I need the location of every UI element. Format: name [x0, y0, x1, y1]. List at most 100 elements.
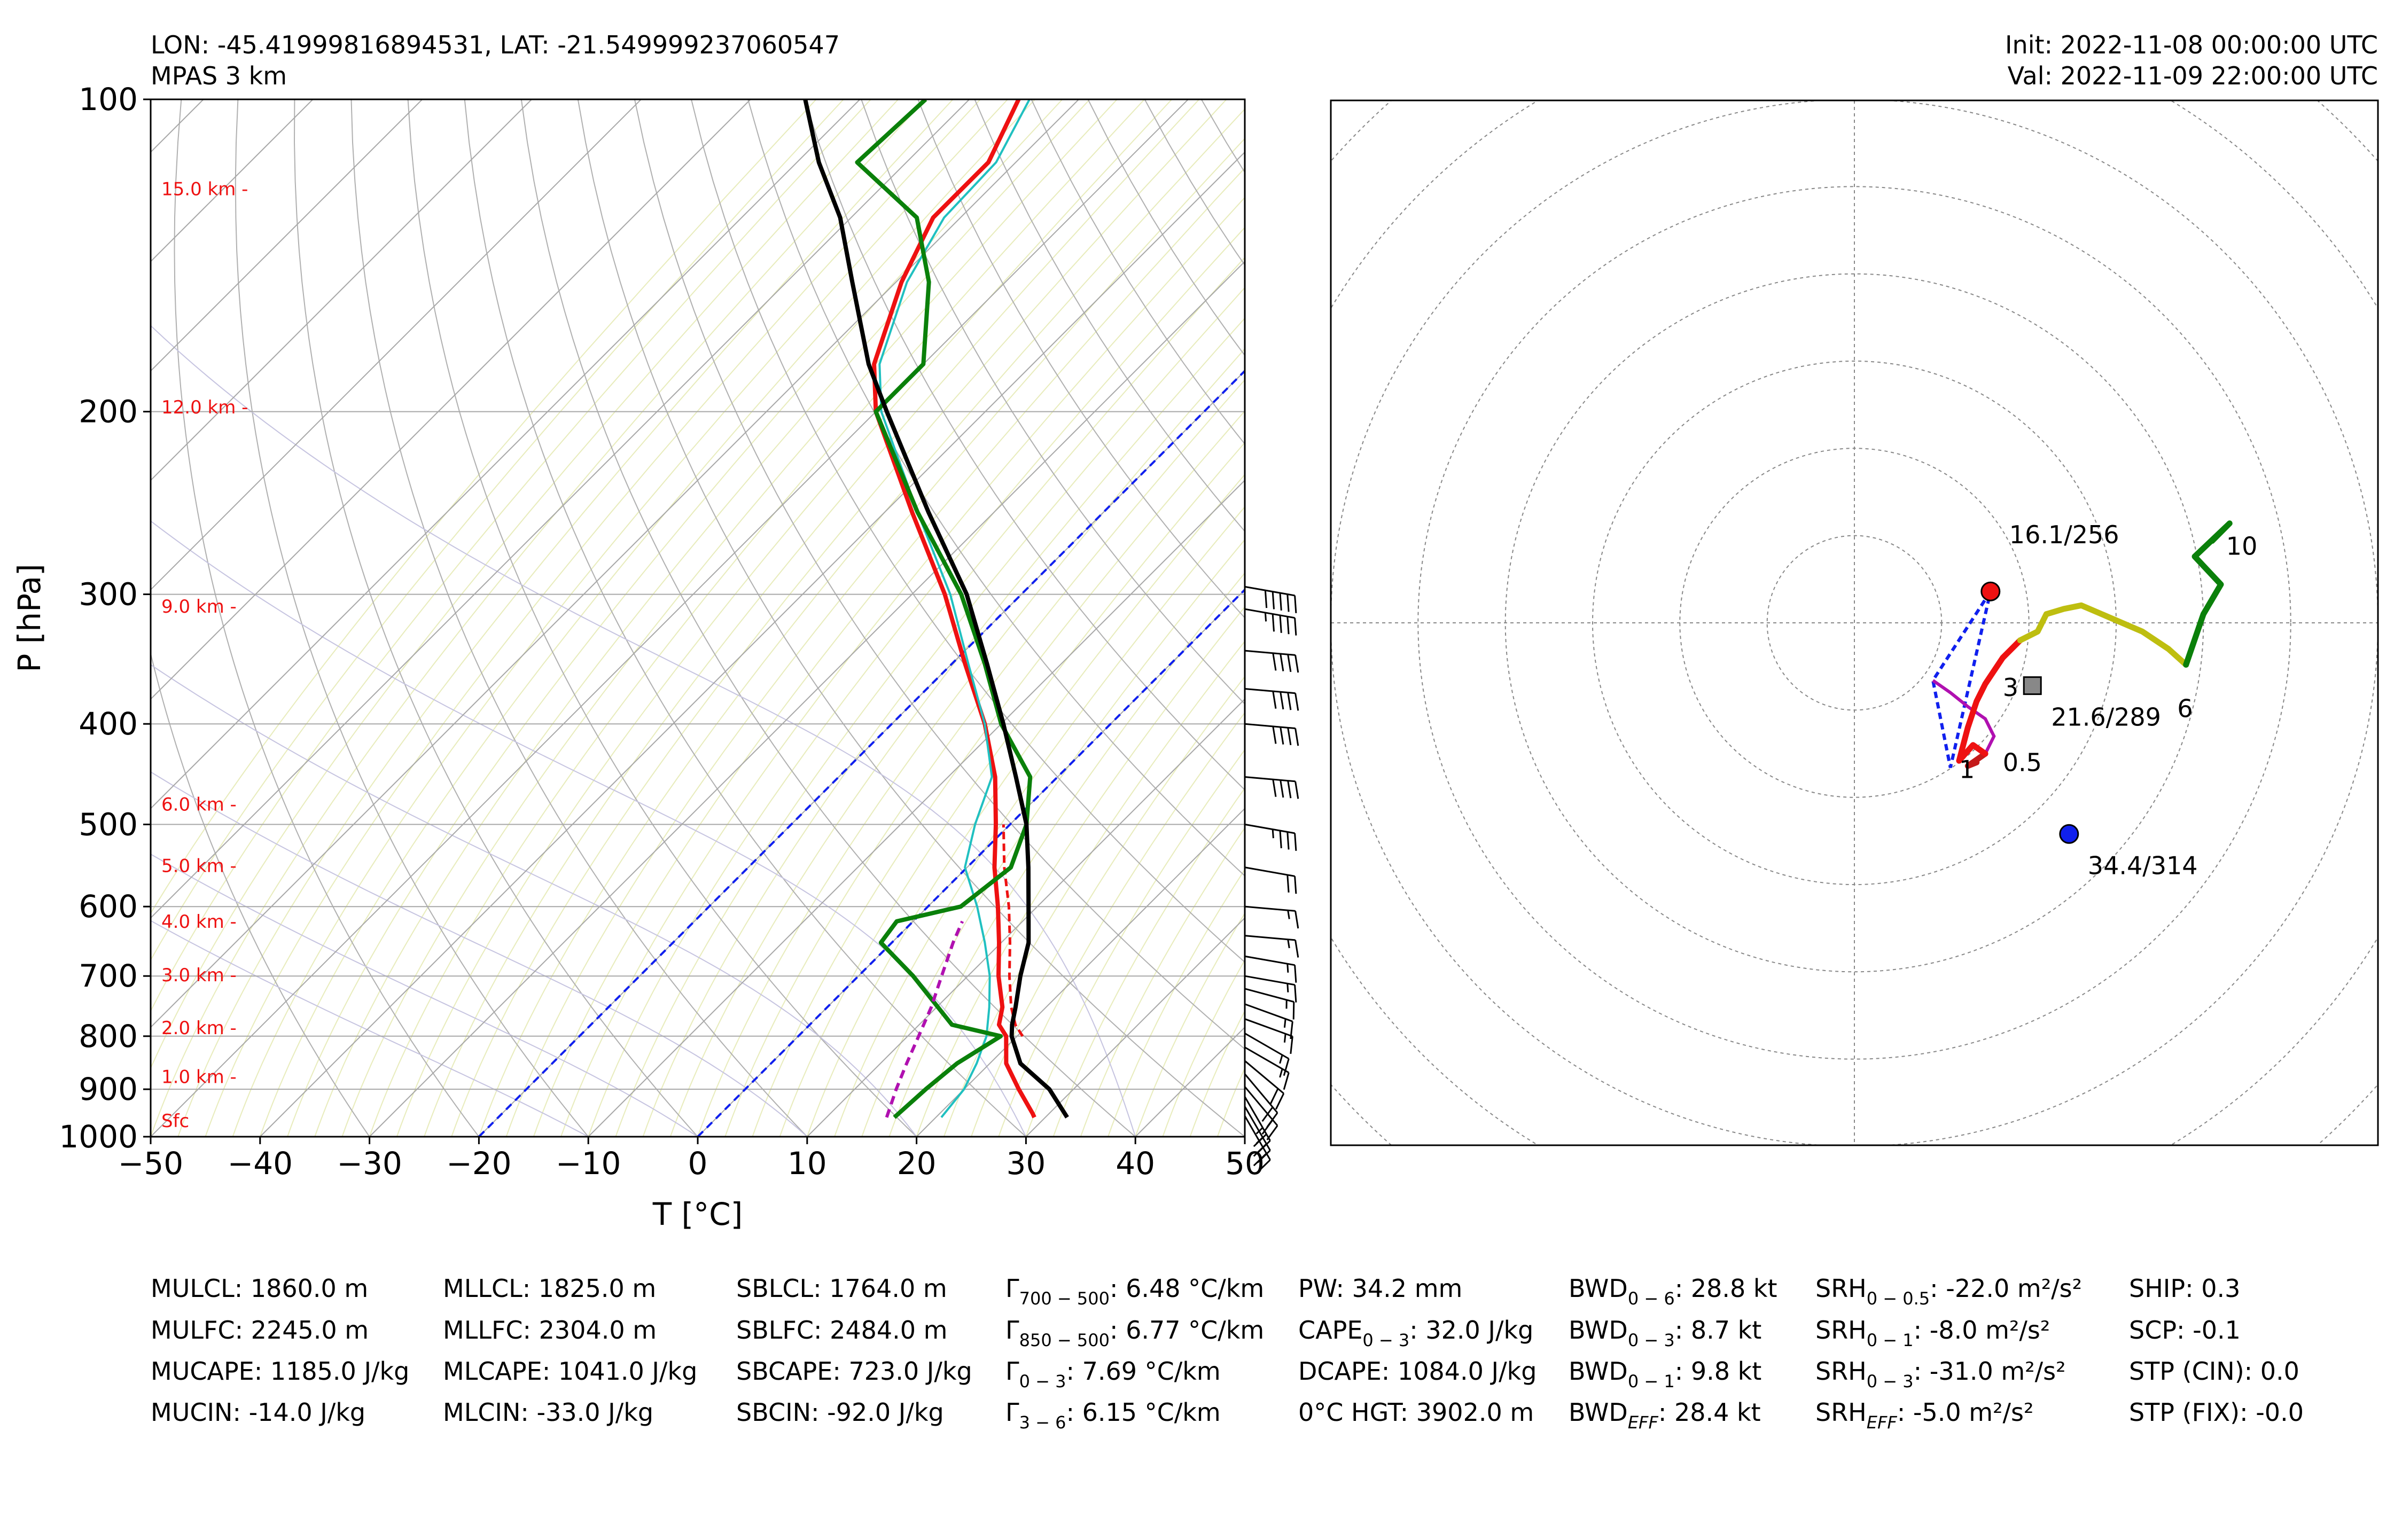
index-value: SBLCL: 1764.0 m — [736, 1274, 947, 1303]
dry-adiabat — [293, 99, 698, 1137]
wind-barb — [1244, 1046, 1290, 1090]
mixing-ratio-line — [998, 712, 1245, 1137]
skewt-background-lines — [151, 99, 1245, 1137]
height-label: 1.0 km - — [161, 1066, 237, 1088]
hodograph-height-mark: 10 — [2226, 532, 2258, 561]
dry-adiabat — [520, 99, 1136, 1137]
wind-barb — [1244, 905, 1299, 929]
wind-barb — [1244, 1060, 1285, 1110]
hodograph-marker-mean-wind — [2023, 676, 2042, 695]
hgz-low-isotherm — [478, 369, 1245, 1137]
wind-barb — [1244, 585, 1297, 613]
x-tick-label: 10 — [787, 1145, 827, 1182]
hodograph-marker-label: 16.1/256 — [2009, 520, 2119, 549]
height-label: 4.0 km - — [161, 911, 237, 933]
mixing-ratio-line — [752, 410, 1245, 1137]
index-value: BWD0 − 1: 9.8 kt — [1569, 1357, 1761, 1392]
mixing-ratio-line — [151, 99, 899, 1070]
mixing-ratio-line — [151, 99, 844, 961]
dry-adiabat — [464, 99, 1027, 1137]
y-tick-label: 100 — [79, 81, 138, 118]
hodograph-ring — [1417, 186, 2291, 1060]
mixing-ratio-line — [341, 99, 1118, 1137]
x-tick-label: −50 — [118, 1145, 183, 1182]
wind-barb — [1244, 776, 1299, 799]
skewt-axes: −50 −40 −30 −20 −10 0 10 20 30 40 50 100 200 300 400 50… — [59, 81, 1265, 1182]
wind-barb — [1244, 935, 1299, 958]
moist-adiabat — [151, 853, 698, 1137]
dry-adiabat — [151, 651, 370, 1137]
wet-bulb-line — [878, 99, 1031, 1119]
hodograph-height-mark: 6 — [2177, 694, 2193, 723]
isotherm-line — [151, 99, 751, 700]
mixing-ratio-line — [424, 99, 1200, 1137]
wind-barb — [1244, 1018, 1293, 1054]
mixing-ratio-line — [615, 256, 1245, 1137]
hodograph-series-layer: 1 0.5 3 6 10 16.1/256 34.4/314 21.6/289 — [1931, 520, 2258, 880]
moist-adiabat — [151, 920, 589, 1137]
height-label: 9.0 km - — [161, 596, 237, 617]
bunkers-shear-line — [1931, 590, 1992, 768]
mixing-ratio-line — [1108, 868, 1245, 1137]
mixing-ratio-line — [1162, 959, 1245, 1137]
index-value: MUCAPE: 1185.0 J/kg — [151, 1357, 409, 1386]
index-value: MULCL: 1860.0 m — [151, 1274, 368, 1303]
wind-barb — [1244, 687, 1299, 711]
wind-barb — [1244, 608, 1297, 636]
x-tick-label: 30 — [1006, 1145, 1046, 1182]
dry-adiabat — [974, 99, 1245, 533]
isotherm-line — [151, 99, 1189, 1137]
index-value: SBCAPE: 723.0 J/kg — [736, 1357, 972, 1386]
mixing-ratio-line — [287, 99, 1063, 1137]
hgz-high-isotherm — [697, 588, 1245, 1137]
hodograph-height-mark: 1 — [1959, 755, 1975, 784]
wind-barb — [1244, 988, 1295, 1020]
index-value: PW: 34.2 mm — [1298, 1274, 1462, 1303]
mixing-ratio-line — [861, 538, 1245, 1137]
isotherm-line — [1025, 917, 1245, 1137]
hodograph-marker-label: 34.4/314 — [2088, 851, 2198, 880]
y-tick-label: 200 — [79, 394, 138, 430]
index-value: BWD0 − 6: 28.8 kt — [1569, 1274, 1777, 1309]
dry-adiabat — [174, 99, 480, 1137]
dry-adiabat — [917, 99, 1245, 619]
dry-adiabat — [235, 99, 589, 1137]
hodograph-segment-6-10km — [2183, 520, 2233, 668]
x-tick-label: −40 — [228, 1145, 293, 1182]
mixing-ratio-line — [1135, 912, 1245, 1137]
height-label: 6.0 km - — [161, 794, 237, 815]
x-tick-label: −30 — [337, 1145, 402, 1182]
isotherm-line — [588, 479, 1245, 1137]
mixing-ratio-line — [916, 606, 1245, 1137]
y-tick-label: 600 — [79, 888, 138, 925]
wind-barb — [1244, 1003, 1293, 1039]
x-tick-label: 40 — [1116, 1145, 1155, 1182]
valid-time-label: Val: 2022-11-09 22:00:00 UTC — [2008, 61, 2378, 90]
y-axis-title: P [hPa] — [11, 564, 48, 672]
mixing-ratio-line — [232, 99, 1008, 1137]
dry-adiabat — [634, 99, 1245, 1050]
y-tick-label: 400 — [79, 706, 138, 742]
wind-barb — [1244, 1096, 1271, 1154]
height-labels: Sfc 1.0 km - 2.0 km - 3.0 km - 4.0 km - 5.0 k… — [161, 179, 248, 1132]
x-tick-label: 50 — [1225, 1145, 1265, 1182]
temperature-line — [872, 99, 1036, 1119]
x-axis-title: T [°C] — [652, 1196, 743, 1232]
index-value: MUCIN: -14.0 J/kg — [151, 1398, 365, 1427]
dry-adiabat — [691, 99, 1245, 963]
index-value: SRH0 − 0.5: -22.0 m²/s² — [1815, 1274, 2082, 1309]
skewt-plot-area — [151, 99, 1245, 1137]
dry-adiabat — [577, 99, 1245, 1137]
x-tick-label: −20 — [446, 1145, 511, 1182]
isotherm-line — [260, 151, 1245, 1137]
mixing-ratio-line — [943, 640, 1245, 1137]
model-label: MPAS 3 km — [151, 61, 287, 90]
index-value: BWD0 − 3: 8.7 kt — [1569, 1316, 1761, 1350]
wind-barb — [1244, 1086, 1278, 1140]
height-label: 5.0 km - — [161, 856, 237, 877]
hodograph-segment-0.5-1km — [1956, 742, 1988, 764]
wind-barbs — [1244, 585, 1299, 1173]
mixing-ratio-line — [724, 379, 1245, 1137]
mixing-ratio-line — [560, 197, 1245, 1137]
